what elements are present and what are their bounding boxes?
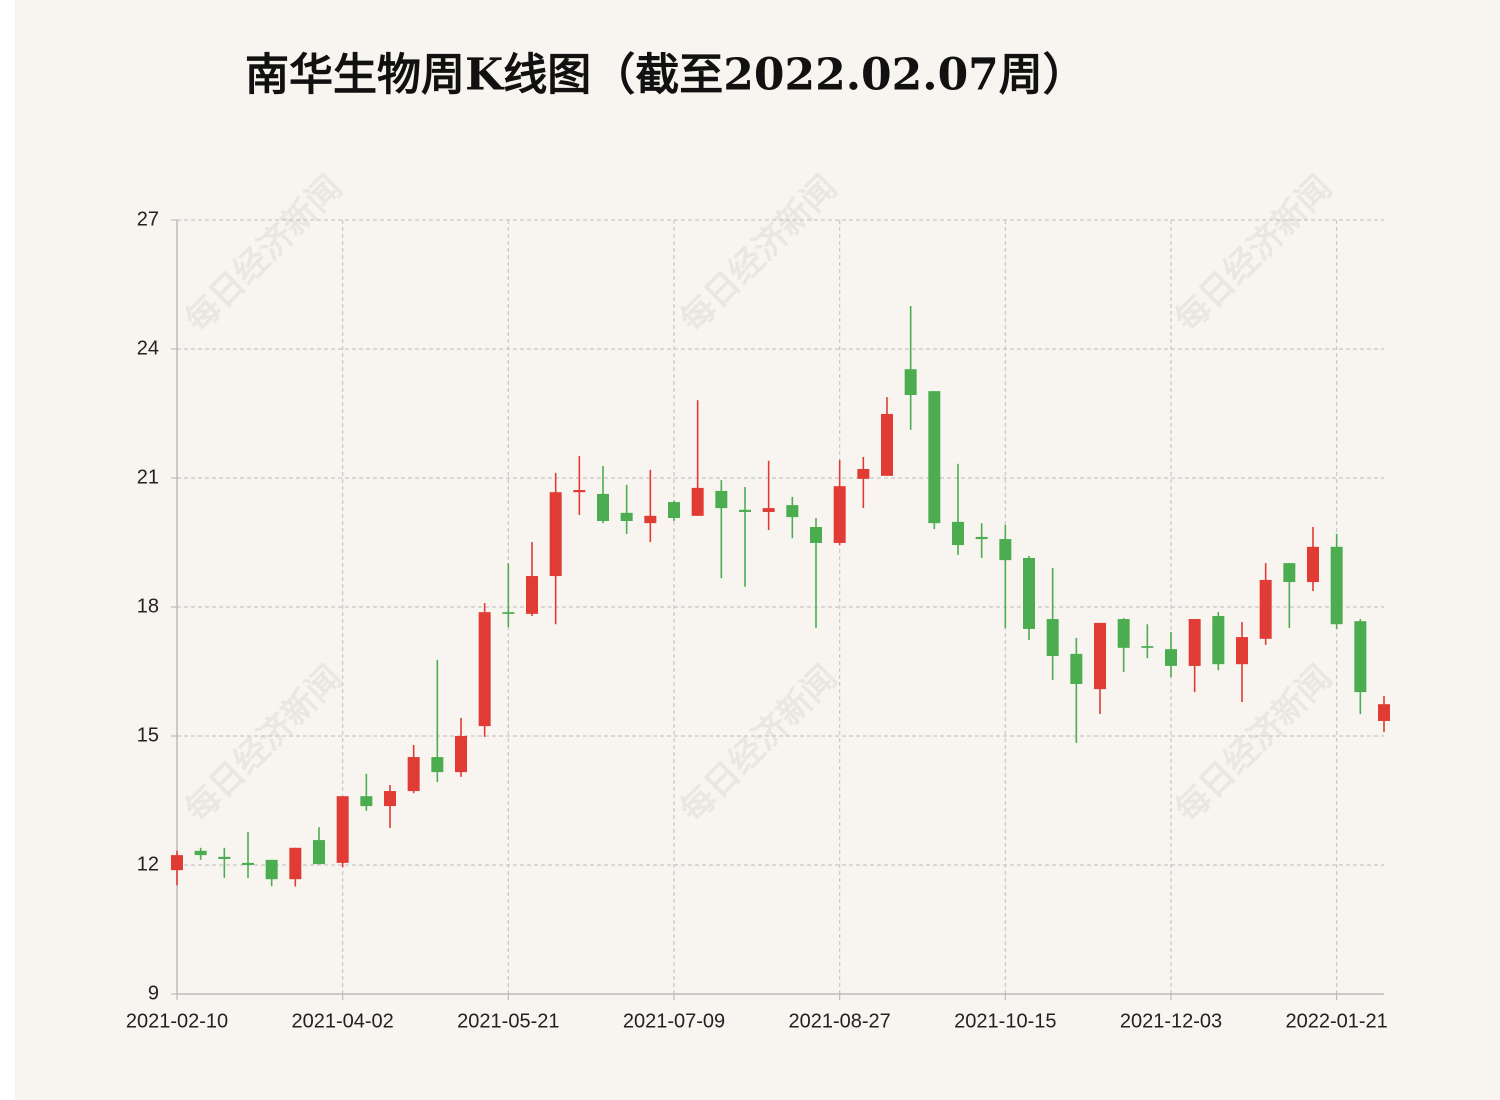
candle-body bbox=[1188, 619, 1201, 666]
y-tick-label: 21 bbox=[137, 466, 159, 488]
chart-title: 南华生物周K线图（截至2022.02.07周） bbox=[245, 50, 1087, 101]
candle-body bbox=[1141, 646, 1154, 648]
candle-body bbox=[597, 493, 609, 521]
candle-body bbox=[881, 413, 893, 476]
candle-body bbox=[928, 391, 941, 524]
panel-background bbox=[15, 0, 1500, 1100]
x-tick-label: 2021-05-21 bbox=[457, 1010, 559, 1032]
candle-body bbox=[242, 862, 254, 865]
y-tick-label: 9 bbox=[148, 982, 159, 1004]
candle-body bbox=[218, 856, 231, 859]
candle-body bbox=[739, 509, 751, 512]
candle-body bbox=[975, 536, 988, 540]
candle-body bbox=[904, 369, 917, 396]
x-tick-label: 2021-04-02 bbox=[292, 1010, 394, 1032]
y-tick-label: 12 bbox=[137, 853, 159, 875]
y-tick-label: 15 bbox=[137, 724, 159, 746]
x-tick-label: 2021-07-09 bbox=[623, 1010, 725, 1032]
x-tick-label: 2021-10-15 bbox=[954, 1010, 1056, 1032]
x-tick-label: 2022-01-21 bbox=[1286, 1010, 1388, 1032]
candle-body bbox=[857, 468, 870, 479]
candle-body bbox=[407, 757, 420, 792]
candle-body bbox=[691, 487, 704, 516]
candle-body bbox=[786, 505, 799, 518]
candle-body bbox=[620, 512, 633, 521]
candle-body bbox=[810, 527, 822, 543]
y-tick-label: 24 bbox=[137, 337, 159, 359]
candle-body bbox=[478, 612, 491, 727]
candle-body bbox=[1094, 622, 1106, 690]
y-tick-label: 27 bbox=[137, 208, 159, 230]
candle-body bbox=[1212, 616, 1225, 665]
candle-body bbox=[171, 855, 183, 871]
candle-body bbox=[1236, 637, 1248, 665]
candle-body bbox=[1378, 704, 1390, 721]
candle-body bbox=[1283, 563, 1296, 583]
candle-body bbox=[1259, 579, 1272, 639]
candle-body bbox=[502, 612, 515, 614]
candle-body bbox=[668, 502, 680, 518]
candle-body bbox=[455, 736, 467, 773]
candle-body bbox=[265, 859, 278, 880]
candle-body bbox=[313, 840, 325, 865]
y-tick-label: 18 bbox=[137, 595, 159, 617]
candle-body bbox=[360, 796, 373, 807]
candle-body bbox=[1354, 621, 1367, 693]
candle-body bbox=[1070, 653, 1083, 684]
candle-body bbox=[715, 490, 728, 509]
candle-body bbox=[431, 757, 444, 773]
candle-body bbox=[526, 576, 538, 614]
candle-body bbox=[833, 486, 846, 543]
candle-body bbox=[1023, 557, 1035, 629]
candle-body bbox=[573, 490, 586, 493]
candle-body bbox=[1046, 619, 1059, 657]
candle-body bbox=[194, 850, 207, 856]
x-tick-label: 2021-08-27 bbox=[789, 1010, 891, 1032]
candle-body bbox=[1330, 546, 1343, 625]
candle-body bbox=[336, 796, 349, 863]
candle-body bbox=[952, 521, 964, 546]
x-tick-label: 2021-12-03 bbox=[1120, 1010, 1222, 1032]
candle-body bbox=[289, 847, 302, 880]
candle-body bbox=[1117, 619, 1130, 648]
candle-body bbox=[762, 508, 775, 512]
candle-body bbox=[999, 539, 1012, 561]
candle-body bbox=[644, 515, 657, 524]
x-tick-label: 2021-02-10 bbox=[126, 1010, 228, 1032]
candle-body bbox=[1165, 649, 1177, 666]
candle-body bbox=[1307, 546, 1319, 583]
candle-body bbox=[549, 492, 562, 577]
candle-body bbox=[384, 791, 396, 807]
